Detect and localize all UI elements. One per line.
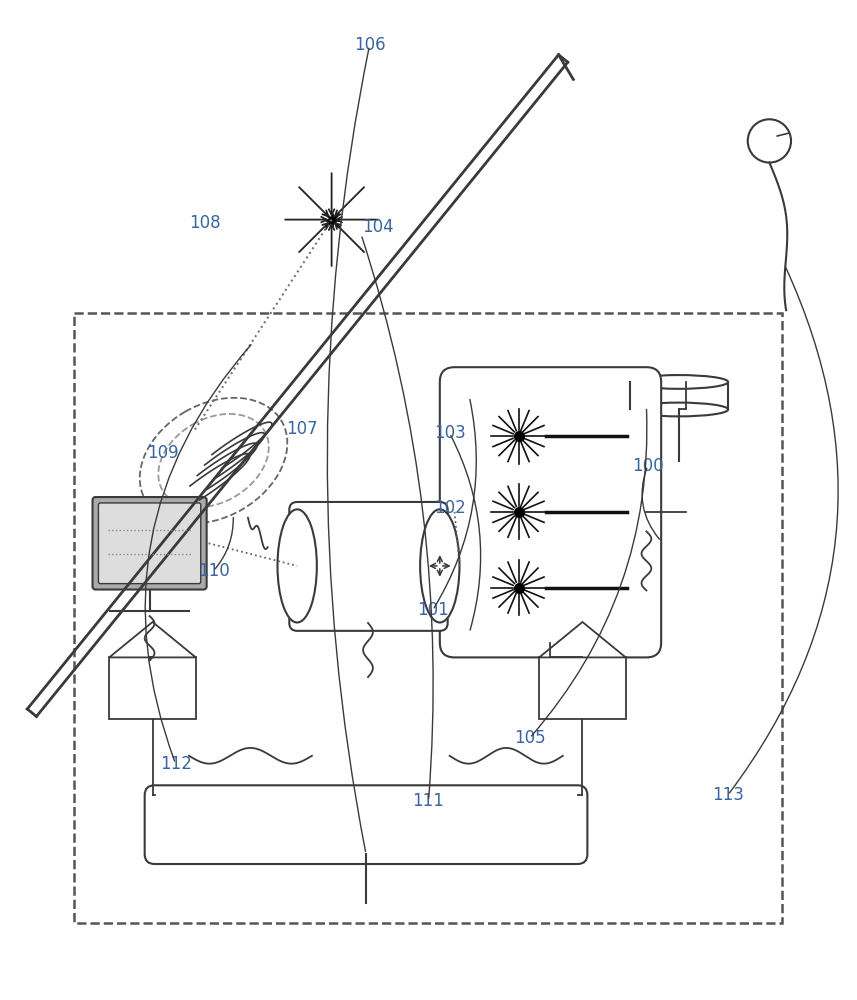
Text: 107: 107 (286, 420, 318, 438)
Text: 105: 105 (514, 729, 546, 747)
Text: 106: 106 (354, 36, 386, 54)
Text: 112: 112 (159, 755, 191, 773)
Ellipse shape (278, 509, 317, 622)
Text: 109: 109 (147, 444, 179, 462)
FancyBboxPatch shape (93, 497, 207, 590)
Text: 101: 101 (417, 601, 448, 619)
Polygon shape (109, 622, 196, 657)
Text: 102: 102 (434, 499, 465, 517)
FancyBboxPatch shape (440, 367, 661, 657)
FancyBboxPatch shape (290, 502, 447, 631)
Ellipse shape (630, 375, 728, 389)
FancyBboxPatch shape (99, 503, 201, 584)
Text: 103: 103 (434, 424, 465, 442)
Text: 111: 111 (412, 792, 445, 810)
Text: 104: 104 (363, 218, 393, 236)
Text: 113: 113 (712, 786, 744, 804)
FancyBboxPatch shape (145, 785, 587, 864)
Polygon shape (539, 657, 626, 719)
Polygon shape (539, 622, 626, 657)
Ellipse shape (630, 403, 728, 416)
Ellipse shape (420, 509, 459, 622)
Text: 108: 108 (189, 214, 221, 232)
Text: 110: 110 (198, 562, 230, 580)
Text: 100: 100 (632, 457, 663, 475)
Polygon shape (109, 657, 196, 719)
